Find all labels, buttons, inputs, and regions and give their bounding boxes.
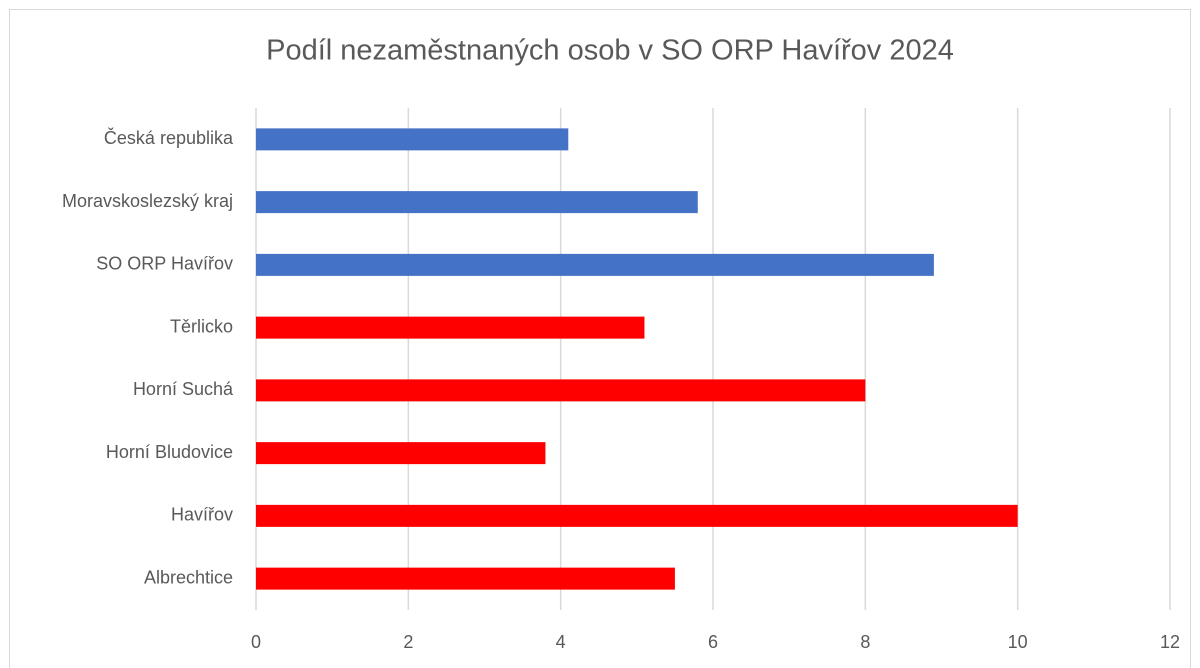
- bar: [256, 379, 866, 402]
- bar: [256, 316, 645, 339]
- y-tick-label: Havířov: [171, 505, 233, 525]
- x-tick-label: 12: [1160, 632, 1180, 652]
- y-tick-label: SO ORP Havířov: [96, 254, 233, 274]
- chart-border: [9, 9, 1191, 668]
- x-tick-label: 6: [708, 632, 718, 652]
- y-tick-label: Albrechtice: [144, 567, 233, 587]
- x-tick-label: 10: [1008, 632, 1028, 652]
- y-tick-label: Česká republika: [104, 127, 234, 148]
- x-tick-label: 2: [403, 632, 413, 652]
- x-tick-label: 8: [860, 632, 870, 652]
- y-tick-label: Moravskoslezský kraj: [62, 191, 233, 211]
- bar: [256, 253, 934, 276]
- bar: [256, 567, 675, 590]
- x-tick-label: 0: [251, 632, 261, 652]
- bar: [256, 442, 546, 465]
- y-tick-label: Horní Bludovice: [106, 442, 233, 462]
- bar: [256, 128, 569, 151]
- y-tick-label: Těrlicko: [170, 316, 233, 336]
- y-tick-label: Horní Suchá: [133, 379, 234, 399]
- x-tick-label: 4: [556, 632, 566, 652]
- bar: [256, 191, 698, 214]
- bar: [256, 504, 1018, 527]
- chart-title: Podíl nezaměstnaných osob v SO ORP Havíř…: [266, 35, 954, 67]
